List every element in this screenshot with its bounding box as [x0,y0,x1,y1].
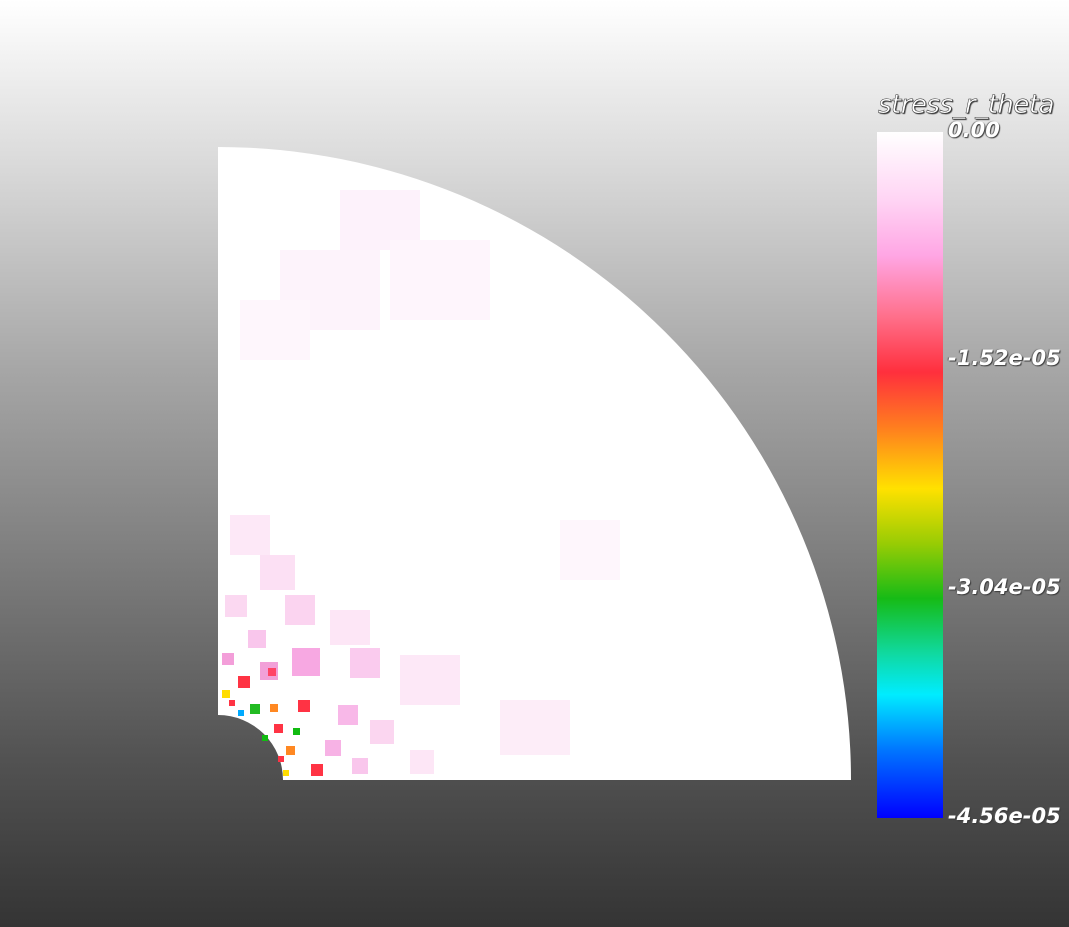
colorbar-title: stress_r_theta [878,90,1055,121]
colorbar-label-max: 0.00 [948,118,1000,142]
colorbar-label-2: -1.52e-05 [948,346,1061,370]
colorbar-label-min: -4.56e-05 [948,804,1061,828]
mesh-geometry [218,147,851,780]
stress-contour-cells [222,190,620,776]
color-bar [877,132,943,818]
colorbar-label-3: -3.04e-05 [948,575,1061,599]
plate-quarter-annulus [218,147,851,780]
